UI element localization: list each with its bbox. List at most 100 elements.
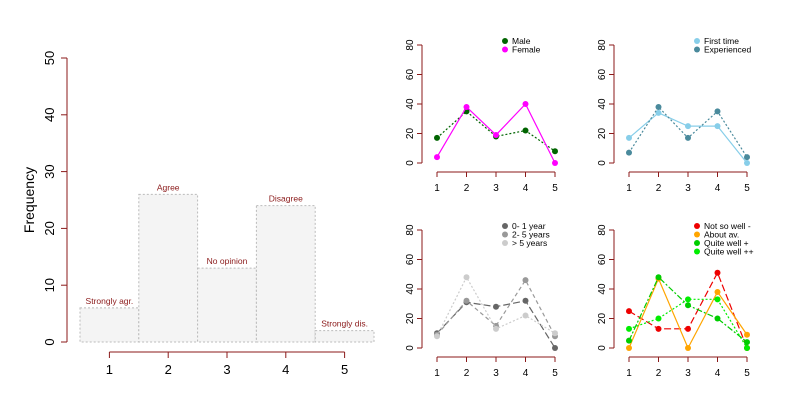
y-tick-label-40: 40 [42,108,57,122]
y-tick-label-0: 0 [42,338,57,345]
p1-y-tick-label-20: 20 [405,128,416,140]
p3-series-2-point-2 [463,274,470,281]
p4-series-1-point-3 [685,345,691,351]
p3-x-tick-label-1: 1 [434,368,440,379]
p3-y-tick-label-20: 20 [405,313,416,325]
p3-y-tick-label-80: 80 [405,224,416,236]
p1-x-tick-label-3: 3 [493,183,499,194]
p2-x-tick-label-4: 4 [715,183,721,194]
p4-series-0-point-2 [655,325,662,332]
p4-series-2-point-1 [626,337,632,344]
p4-series-line-1 [628,277,748,350]
p1-legend-marker-1 [502,46,508,53]
p3-series-2-point-4 [522,312,529,319]
p2-series-line-1 [628,105,748,158]
p4-series-3-point-5 [744,345,750,351]
p3-y-tick-label-0: 0 [405,345,416,351]
p2-legend-marker-1 [694,46,700,53]
p2-series-1-point-1 [626,149,632,156]
p3-legend-marker-0 [502,223,508,229]
p4-legend-label-0: Not so well - [704,221,751,231]
p4-legend-marker-2 [694,240,700,246]
p3-series-1-point-2 [463,297,470,304]
p1-series-0-point-5 [552,148,558,155]
p2-series-0-point-4 [714,123,721,130]
p4-x-tick-label-1: 1 [626,368,632,379]
p1-series-1-point-2 [463,103,470,110]
p1-series-0-point-4 [522,127,529,134]
p2-series-0-point-3 [685,123,691,130]
p1-x-tick-label-4: 4 [523,183,529,194]
x-tick-label-5: 5 [341,362,348,377]
p3-series-line-1 [436,278,556,337]
bar-1 [79,307,140,343]
p3-series-2-point-3 [493,325,499,332]
p4-legend-marker-1 [694,231,700,238]
x-tick-label-2: 2 [165,362,172,377]
p2-series-0-point-1 [626,134,632,141]
bar-label-2: Agree [157,182,180,192]
p3-legend-label-1: 2- 5 years [512,230,550,240]
p1-legend-label-1: Female [512,45,541,55]
p2-legend-label-0: First time [704,36,739,46]
p4-x-tick-label-3: 3 [685,368,691,379]
p4-y-tick-label-20: 20 [597,313,608,325]
p4-series-2-point-2 [655,274,662,281]
bar-5 [314,330,375,343]
bar-2 [138,193,199,343]
p4-series-3-point-1 [626,325,632,332]
p4-series-3-point-3 [685,296,691,303]
p4-series-line-0 [628,271,748,349]
bar-label-4: Disagree [269,194,303,204]
p3-series-1-point-4 [522,277,529,284]
bar-label-1: Strongly agr. [86,296,134,306]
p3-x-tick-label-4: 4 [523,368,529,379]
p2-series-1-point-2 [655,103,662,110]
p2-series-1-point-5 [744,154,750,161]
p2-y-tick-label-60: 60 [597,69,608,81]
p4-series-3-point-4 [714,296,721,303]
bar-label-3: No opinion [207,256,248,266]
p1-y-tick-label-0: 0 [405,160,416,166]
p1-series-1-point-5 [552,160,558,166]
p4-series-0-point-1 [626,308,632,315]
p3-series-0-point-3 [493,303,499,310]
p4-y-tick-label-60: 60 [597,254,608,266]
p2-y-tick-label-40: 40 [597,98,608,110]
bar-label-5: Strongly dis. [321,319,368,329]
p4-legend-label-2: Quite well + [704,238,749,248]
x-tick-label-4: 4 [282,362,289,377]
bar-3 [197,267,257,343]
p4-y-tick-label-80: 80 [597,224,608,236]
p2-series-1-point-4 [714,108,721,115]
y-tick-label-10: 10 [42,278,57,292]
p1-series-1-point-1 [434,154,440,161]
p4-legend-marker-3 [694,248,700,255]
y-tick-label-50: 50 [42,51,57,65]
p1-y-tick-label-40: 40 [405,98,416,110]
p4-series-2-point-5 [744,339,750,346]
p2-series-1-point-3 [685,134,691,141]
p1-x-tick-label-2: 2 [464,183,470,194]
p2-y-tick-label-0: 0 [597,160,608,166]
p1-series-line-0 [436,110,556,152]
p4-y-tick-label-0: 0 [597,345,608,351]
p1-legend-marker-0 [502,38,508,44]
p1-y-tick-label-60: 60 [405,69,416,81]
p2-x-tick-label-5: 5 [744,183,750,194]
bar-4 [255,205,316,343]
p3-legend-marker-1 [502,231,508,238]
p3-series-2-point-5 [552,330,558,337]
p4-series-1-point-4 [714,288,721,295]
p1-series-1-point-3 [493,131,499,138]
x-tick-label-1: 1 [106,362,113,377]
p4-legend-label-1: About av. [704,230,739,240]
p4-series-0-point-4 [714,269,721,276]
p4-legend-label-3: Quite well ++ [704,247,754,257]
p4-legend-marker-0 [694,223,700,229]
p4-series-3-point-2 [655,315,662,322]
y-tick-label-30: 30 [42,164,57,178]
p4-series-line-3 [628,298,748,349]
p3-y-tick-label-60: 60 [405,254,416,266]
p3-legend-marker-2 [502,240,508,246]
